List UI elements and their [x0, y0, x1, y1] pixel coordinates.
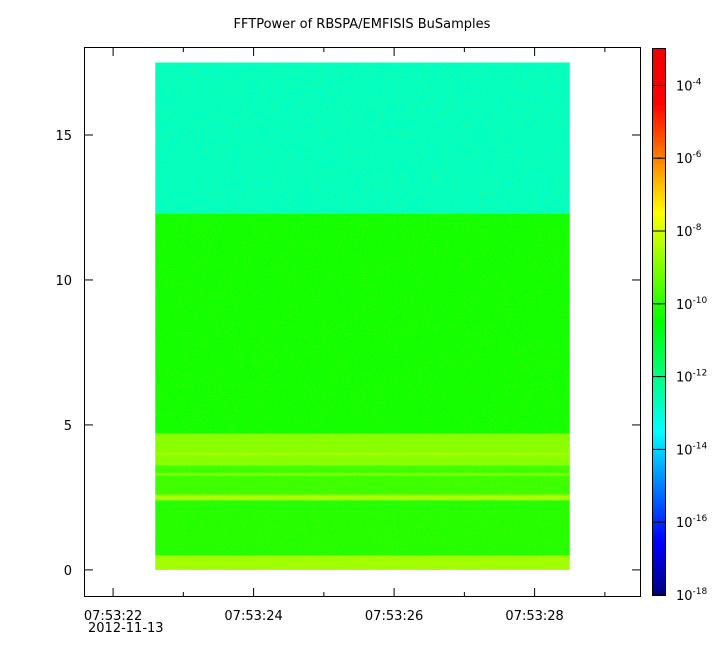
colorbar-ticks: 10-4 10-6 10-8 10-10 10-12 10-14 10-16 10-18 [653, 77, 708, 604]
colorbar-tick-label: 10-18 [676, 587, 708, 604]
x-tick-label: 07:53:22 [84, 609, 142, 624]
colorbar [652, 48, 666, 596]
y-tick-label: 0 [64, 564, 72, 579]
spectrogram-data [155, 62, 570, 570]
x-axis-date-label: 2012-11-13 [88, 621, 164, 636]
colorbar-tick-label: 10-14 [676, 441, 708, 458]
colorbar-tick-label: 10-10 [676, 296, 708, 313]
x-tick-label: 07:53:26 [365, 609, 423, 624]
x-tick-label: 07:53:28 [505, 609, 563, 624]
x-tick-label: 07:53:24 [224, 609, 282, 624]
colorbar-tick-label: 10-6 [676, 150, 702, 167]
colorbar-tick-label: 10-12 [676, 369, 707, 386]
spectrogram-texture [155, 62, 570, 570]
y-tick-label: 15 [55, 129, 72, 144]
colorbar-tick-label: 10-8 [676, 223, 702, 240]
chart-title: FFTPower of RBSPA/EMFISIS BuSamples [233, 17, 491, 32]
y-tick-label: 5 [64, 419, 72, 434]
y-axis: 0 5 10 15 [55, 129, 640, 579]
colorbar-tick-label: 10-16 [676, 514, 708, 531]
colorbar-tick-label: 10-4 [676, 77, 702, 94]
x-axis: 07:53:22 07:53:24 07:53:26 07:53:28 [84, 48, 606, 624]
y-tick-label: 10 [55, 274, 72, 289]
